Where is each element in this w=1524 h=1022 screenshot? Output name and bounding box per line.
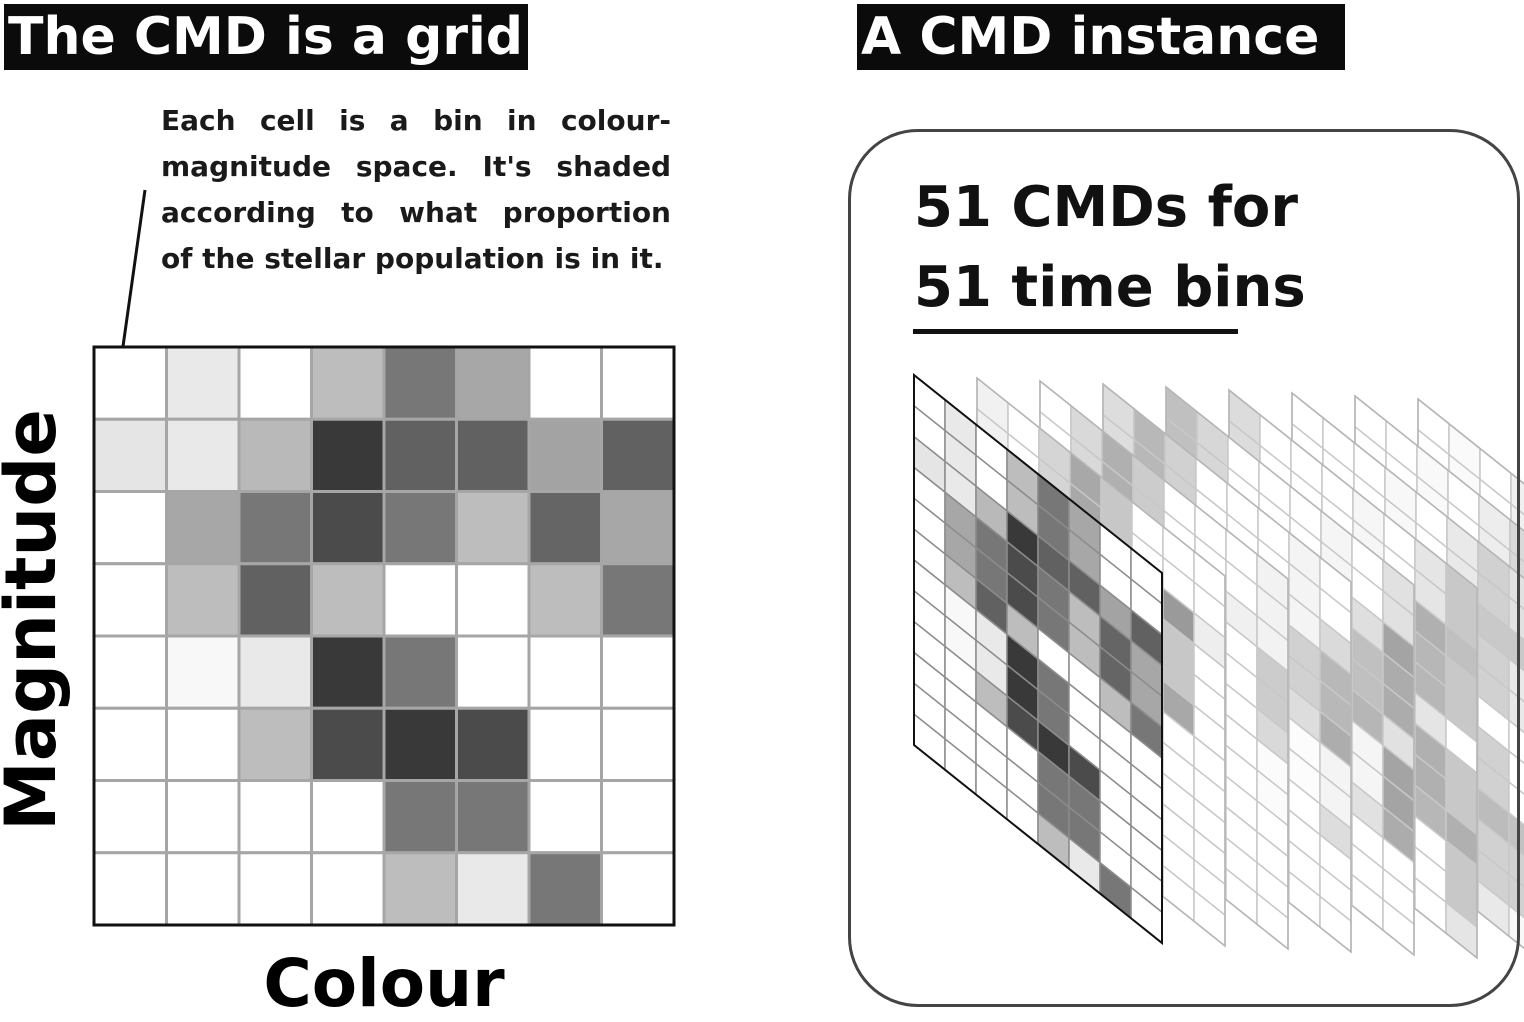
stack-cell: [1508, 780, 1524, 826]
grid-cell: [455, 490, 531, 566]
stack-cell: [1508, 688, 1524, 734]
grid-cell: [455, 345, 531, 421]
grid-cell: [527, 562, 603, 638]
grid-cell: [237, 417, 313, 493]
stack-cell: [1508, 873, 1524, 919]
grid-cell: [165, 706, 241, 782]
grid-cell: [382, 634, 458, 710]
grid-cell: [382, 706, 458, 782]
grid-cell: [165, 417, 241, 493]
grid-cell: [600, 417, 676, 493]
grid-cell: [165, 345, 241, 421]
instance-panel: [848, 129, 1520, 1007]
grid-cell: [382, 779, 458, 855]
grid-cell: [600, 706, 676, 782]
grid-cell: [310, 851, 386, 927]
grid-cell: [310, 345, 386, 421]
cmd-stack: [913, 372, 1524, 960]
grid-cell: [92, 417, 168, 493]
grid-cell: [455, 634, 531, 710]
grid-caption: Each cell is a bin in colour- magnitude …: [161, 98, 671, 282]
grid-cell: [600, 490, 676, 566]
grid-cell: [527, 851, 603, 927]
grid-cell: [600, 851, 676, 927]
stack-layer: [913, 372, 1163, 946]
grid-cell: [310, 417, 386, 493]
stack-cell: [1508, 595, 1524, 641]
grid-cell: [527, 417, 603, 493]
y-axis-label-wrap: Magnitude: [0, 409, 72, 831]
grid-cell: [527, 345, 603, 421]
grid-cell: [455, 562, 531, 638]
instance-line-2: 51 time bins: [914, 255, 1306, 320]
grid-cell: [165, 779, 241, 855]
grid-cell: [527, 490, 603, 566]
y-axis-label: Magnitude: [0, 409, 72, 831]
grid-cell: [527, 634, 603, 710]
grid-cell: [237, 490, 313, 566]
grid-cell: [527, 706, 603, 782]
instance-underline: [913, 329, 1238, 334]
grid-cell: [382, 851, 458, 927]
stack-cell: [1508, 626, 1524, 672]
left-panel-title: The CMD is a grid: [4, 4, 528, 70]
grid-cell: [600, 562, 676, 638]
grid-cell: [310, 779, 386, 855]
grid-cell: [455, 851, 531, 927]
grid-cell: [165, 562, 241, 638]
grid-cell: [455, 417, 531, 493]
grid-cell: [92, 706, 168, 782]
grid-cell: [92, 634, 168, 710]
grid-cell: [92, 779, 168, 855]
instance-heading: 51 CMDs for 51 time bins: [914, 168, 1334, 328]
grid-border: [92, 345, 676, 927]
grid-cell: [92, 345, 168, 421]
grid-cell: [310, 562, 386, 638]
stack-cell: [1508, 657, 1524, 703]
grid-cell: [310, 490, 386, 566]
right-panel-title: A CMD instance: [857, 4, 1345, 70]
grid-cell: [382, 417, 458, 493]
grid-cell: [455, 779, 531, 855]
grid-cell: [455, 706, 531, 782]
grid-cell: [382, 345, 458, 421]
grid-cell: [382, 562, 458, 638]
grid-cell: [237, 851, 313, 927]
grid-cell: [600, 779, 676, 855]
grid-cell: [237, 562, 313, 638]
grid-cell: [92, 851, 168, 927]
stack-layer-border: [913, 372, 1163, 946]
grid-cell: [237, 345, 313, 421]
grid-cell: [237, 779, 313, 855]
stack-cell: [1508, 811, 1524, 857]
x-axis-label: Colour: [263, 945, 505, 1022]
stack-cell: [1508, 564, 1524, 611]
stack-cell: [1508, 718, 1524, 765]
grid-cell: [600, 345, 676, 421]
grid-cell: [165, 851, 241, 927]
grid-cell: [165, 490, 241, 566]
grid-cell: [310, 706, 386, 782]
instance-line-1: 51 CMDs for: [914, 175, 1299, 240]
caption-line-1: Each cell is a bin in colour-: [161, 104, 671, 137]
cmd-grid: [92, 345, 676, 927]
grid-cell: [165, 634, 241, 710]
stack-cell: [1508, 749, 1524, 796]
grid-cell: [600, 634, 676, 710]
grid-cell: [237, 634, 313, 710]
caption-line-2: magnitude space. It's shaded: [161, 150, 671, 183]
caption-line-4: of the stellar population is in it.: [161, 242, 664, 275]
grid-cell: [527, 779, 603, 855]
grid-cell: [310, 634, 386, 710]
stack-cell: [1508, 842, 1524, 888]
grid-cell: [382, 490, 458, 566]
grid-cell: [92, 562, 168, 638]
grid-cell: [92, 490, 168, 566]
grid-cell: [237, 706, 313, 782]
caption-line-3: according to what proportion: [161, 196, 671, 229]
